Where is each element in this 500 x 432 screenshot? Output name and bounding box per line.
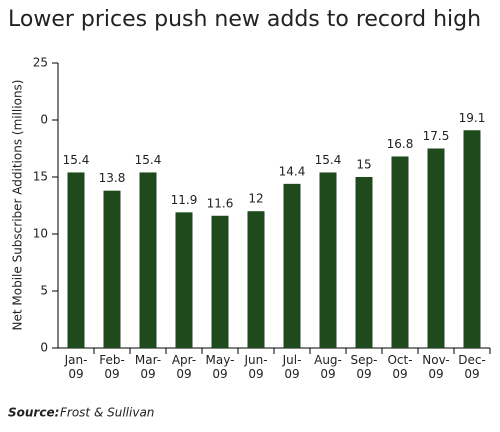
x-tick-label: Sep-09 [350,353,378,381]
bar [463,130,481,348]
x-tick-label: Mar-09 [134,353,162,381]
data-label: 17.5 [423,129,450,143]
x-tick-label: Jun-09 [244,353,268,381]
bar [355,177,373,348]
bar [391,156,409,348]
bar [175,212,193,348]
x-tick-label: Apr-09 [171,353,197,381]
y-tick-label: 25 [33,56,48,70]
x-tick-label: Nov-09 [422,353,450,381]
x-tick-label: Oct-09 [387,353,413,381]
bar [103,190,121,348]
x-tick-label: May-09 [205,353,235,381]
x-tick-label: Jan-09 [64,353,88,381]
data-label: 13.8 [99,171,126,185]
bar [247,211,265,348]
bar [67,172,85,348]
chart-title: Lower prices push new adds to record hig… [8,7,481,32]
data-label: 11.6 [207,196,234,210]
data-label: 19.1 [459,111,486,125]
bar [283,183,301,348]
data-label: 11.9 [171,193,198,207]
bar [319,172,337,348]
data-label: 16.8 [387,137,414,151]
data-label: 15.4 [315,153,342,167]
data-label: 14.4 [279,164,306,178]
y-axis-label: Net Mobile Subscriber Additions (million… [11,80,25,331]
data-label: 15.4 [63,153,90,167]
y-tick-label: 0 [40,113,48,127]
x-tick-label: Jul-09 [282,353,302,381]
data-label: 15.4 [135,153,162,167]
y-tick-label: 5 [40,284,48,298]
x-tick-label: Feb-09 [99,353,125,381]
x-tick-label: Dec-09 [458,353,486,381]
data-label: 15 [356,158,371,172]
bar [211,215,229,348]
x-tick-label: Aug-09 [314,353,342,381]
source-label: Source: [8,406,59,420]
bar [427,148,445,348]
y-tick-label: 10 [33,227,48,241]
source: Frost & Sullivan [60,406,154,420]
y-tick-label: 0 [40,341,48,355]
data-label: 12 [248,192,263,206]
bar [139,172,157,348]
y-tick-label: 15 [33,170,48,184]
